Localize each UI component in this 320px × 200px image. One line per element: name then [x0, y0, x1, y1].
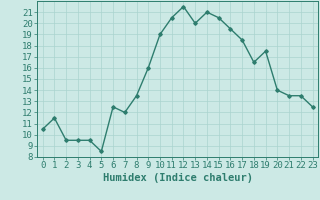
X-axis label: Humidex (Indice chaleur): Humidex (Indice chaleur) [103, 173, 252, 183]
